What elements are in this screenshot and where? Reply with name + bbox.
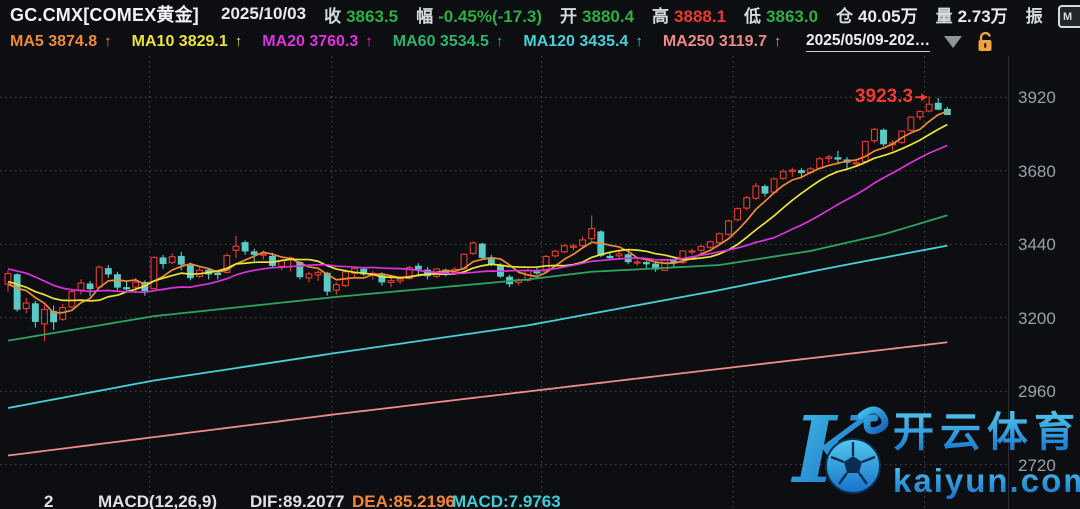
quote-field: 振 xyxy=(1025,6,1043,26)
chevron-down-icon[interactable] xyxy=(944,36,963,48)
date-range-selector[interactable]: 2025/05/09-202… xyxy=(806,30,995,54)
y-axis-tick: 2960 xyxy=(1018,382,1056,402)
up-arrow-icon: ↑ xyxy=(365,32,373,50)
ma-legend-item: MA120 3435.4 ↑ xyxy=(523,32,643,50)
quote-field: 开 3880.4 xyxy=(560,6,635,26)
y-axis-tick: 2720 xyxy=(1018,455,1056,475)
up-arrow-icon: ↑ xyxy=(773,32,782,50)
ma-legend-bar: MA5 3874.8 ↑ MA10 3829.1 ↑ MA20 3760.3 ↑ MA60 … xyxy=(0,28,1080,55)
watermark-en-text: kaiyun.com xyxy=(893,462,1080,499)
y-axis-tick: 3920 xyxy=(1018,88,1056,108)
up-arrow-icon: ↑ xyxy=(635,32,643,50)
quote-field: 幅 -0.45%(-17.3) xyxy=(416,6,543,26)
panel-index: 2 xyxy=(44,492,54,509)
date-range-text[interactable]: 2025/05/09-202… xyxy=(806,32,931,52)
ma-legend-item: MA10 3829.1 ↑ xyxy=(131,32,243,50)
high-price-annotation: 3923.3 xyxy=(855,86,913,107)
up-arrow-icon: ↑ xyxy=(495,32,504,50)
ma-legend-item: MA5 3874.8 ↑ xyxy=(10,32,112,50)
quote-field: 仓 40.05万 xyxy=(836,6,918,26)
ma-legend-item: MA250 3119.7 ↑ xyxy=(662,32,782,50)
indicator-value: MACD:7.9763 xyxy=(452,492,561,509)
quote-fields: 收 3863.5 幅 -0.45%(-17.3) 开 3880.4 高 3888.1 低 3863… xyxy=(306,2,1048,27)
unlock-icon[interactable] xyxy=(976,31,995,53)
quote-field: 收 3863.5 xyxy=(324,6,399,26)
y-axis-tick: 3440 xyxy=(1018,235,1056,255)
quote-field: 量 2.73万 xyxy=(935,6,1008,26)
indicator-value: DIF:89.2077 xyxy=(250,492,345,509)
ma-legend-item: MA60 3534.5 ↑ xyxy=(392,32,504,50)
quote-date: 2025/10/03 xyxy=(221,4,307,23)
kaiyun-logo: K xyxy=(791,396,889,504)
kaiyun-watermark: K 开云体育 kaiyun.com xyxy=(791,396,1080,504)
up-arrow-icon: ↑ xyxy=(104,32,112,50)
indicator-label[interactable]: MACD(12,26,9) xyxy=(98,492,218,509)
quote-header: GC.CMX[COMEX黄金] 2025/10/03 收 3863.5 幅 -0.45… xyxy=(0,0,1080,28)
indicator-panel-header: 2 MACD(12,26,9) DIF:89.2077 DEA:85.2196 MA… xyxy=(0,492,1080,509)
symbol-title: GC.CMX[COMEX黄金] xyxy=(10,5,199,25)
y-axis-tick: 3680 xyxy=(1018,161,1056,181)
y-axis-tick: 3200 xyxy=(1018,308,1056,328)
ma-legend-item: MA20 3760.3 ↑ xyxy=(262,32,373,50)
up-arrow-icon: ↑ xyxy=(234,32,243,50)
watermark-cn-text: 开云体育 xyxy=(893,409,1080,455)
window-corner-icon[interactable]: M xyxy=(1058,5,1080,28)
indicator-value: DEA:85.2196 xyxy=(352,492,456,509)
quote-field: 低 3863.0 xyxy=(744,6,819,26)
quote-field: 高 3888.1 xyxy=(652,6,727,26)
